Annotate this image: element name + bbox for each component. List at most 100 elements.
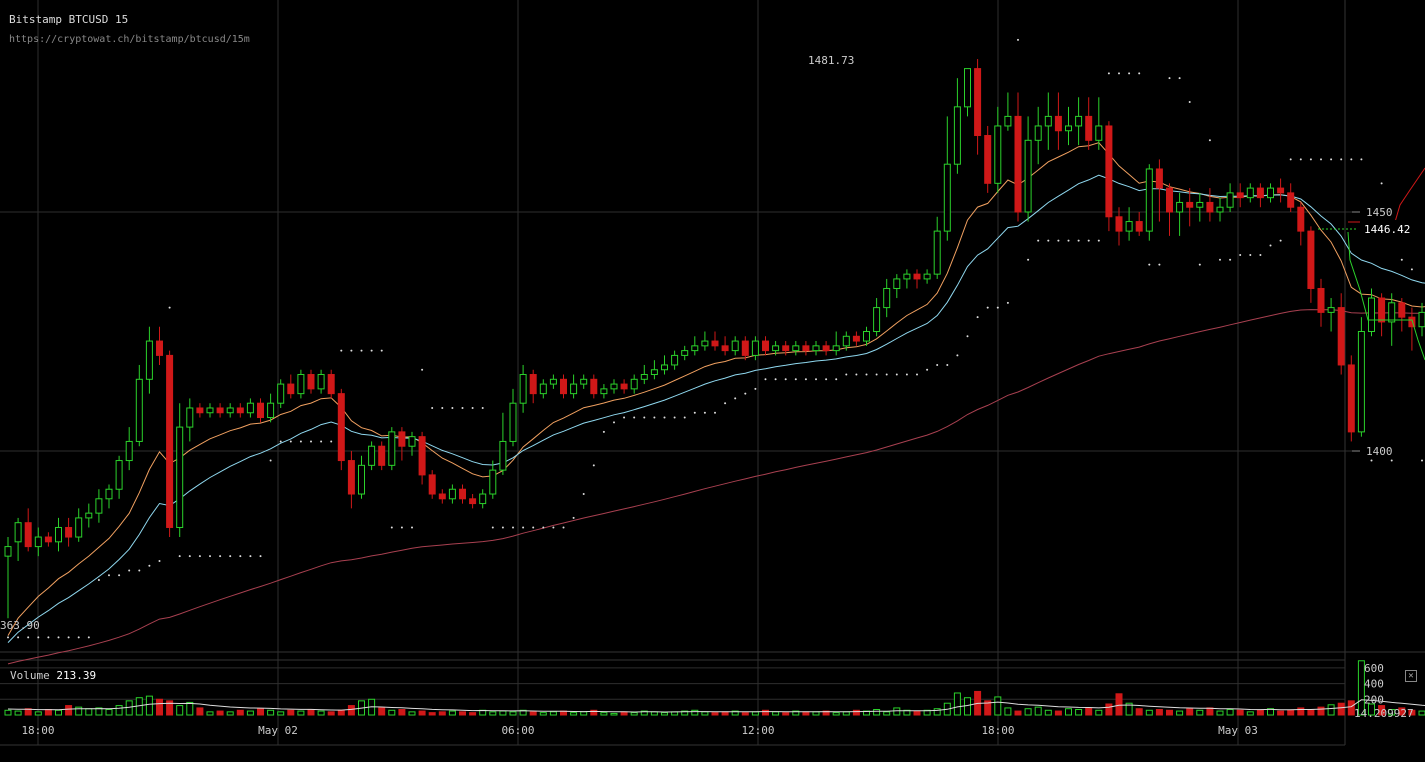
candle-down bbox=[984, 135, 992, 184]
volume-bar bbox=[711, 712, 719, 716]
candle-down bbox=[196, 407, 204, 414]
volume-bar bbox=[893, 707, 901, 716]
candle-down bbox=[236, 407, 244, 414]
candle-down bbox=[620, 383, 628, 390]
psar-dot bbox=[350, 349, 353, 352]
volume-bar bbox=[236, 709, 244, 716]
candle-down bbox=[347, 460, 355, 495]
psar-dot bbox=[522, 526, 525, 529]
psar-dot bbox=[734, 397, 737, 400]
candle-up bbox=[206, 407, 214, 414]
candle-up bbox=[1357, 331, 1365, 433]
psar-dot bbox=[1057, 239, 1060, 242]
candle-down bbox=[762, 340, 769, 352]
y-tick-label: 1450 bbox=[1366, 206, 1393, 219]
candle-up bbox=[1327, 307, 1335, 313]
psar-dot bbox=[754, 387, 757, 390]
psar-dot bbox=[461, 406, 464, 409]
candle-up bbox=[479, 493, 487, 505]
volume-bar bbox=[1307, 709, 1315, 716]
volume-bar bbox=[681, 710, 689, 716]
psar-dot bbox=[562, 526, 565, 529]
psar-dot bbox=[1178, 77, 1181, 80]
candle-down bbox=[166, 354, 174, 528]
chart-url[interactable]: https://cryptowat.ch/bitstamp/btcusd/15m bbox=[9, 34, 250, 45]
candle-up bbox=[115, 460, 123, 490]
candle-up bbox=[994, 125, 1002, 184]
volume-bar bbox=[1216, 710, 1224, 716]
volume-bar bbox=[1145, 709, 1153, 716]
candle-up bbox=[1125, 221, 1133, 232]
volume-bar bbox=[509, 711, 517, 716]
psar-dot bbox=[865, 373, 868, 376]
candle-down bbox=[1236, 192, 1244, 199]
candle-down bbox=[852, 335, 860, 342]
candle-down bbox=[418, 436, 426, 476]
volume-tick-label: 600 bbox=[1364, 662, 1384, 675]
psar-dot bbox=[421, 368, 424, 371]
psar-dot bbox=[1309, 158, 1312, 161]
psar-dot bbox=[724, 402, 727, 405]
candle-down bbox=[1186, 201, 1194, 208]
depth-bid-line bbox=[1347, 231, 1425, 361]
candle-down bbox=[216, 407, 224, 414]
close-icon[interactable]: ✕ bbox=[1405, 670, 1417, 682]
candle-down bbox=[1398, 302, 1406, 318]
volume-bar bbox=[600, 712, 608, 716]
volume-bar bbox=[1317, 706, 1325, 716]
psar-dot bbox=[512, 526, 514, 529]
psar-dot bbox=[976, 316, 979, 319]
candle-up bbox=[842, 335, 850, 347]
candle-down bbox=[1256, 187, 1264, 199]
psar-dot bbox=[7, 636, 9, 639]
psar-dot bbox=[835, 378, 838, 381]
volume-bar bbox=[459, 711, 466, 716]
psar-dot bbox=[895, 373, 898, 376]
volume-bar bbox=[115, 705, 123, 716]
volume-bar bbox=[4, 709, 12, 716]
candle-up bbox=[671, 354, 679, 366]
psar-dot bbox=[219, 555, 222, 558]
volume-bar bbox=[933, 708, 941, 716]
psar-dot bbox=[67, 636, 70, 639]
psar-dot bbox=[299, 440, 302, 443]
psar-dot bbox=[37, 636, 40, 639]
volume-bar bbox=[751, 711, 759, 716]
volume-bar bbox=[1357, 660, 1365, 716]
psar-dot bbox=[916, 373, 918, 376]
volume-bar bbox=[590, 709, 598, 716]
volume-bar bbox=[1125, 702, 1133, 716]
volume-bar bbox=[246, 710, 254, 716]
psar-dot bbox=[77, 636, 80, 639]
candle-up bbox=[1065, 125, 1072, 132]
candle-up bbox=[1216, 206, 1224, 213]
candle-down bbox=[1337, 307, 1345, 366]
volume-bar bbox=[1024, 708, 1032, 716]
candle-up bbox=[893, 278, 901, 289]
volume-bar bbox=[287, 709, 295, 716]
volume-bar bbox=[347, 705, 355, 716]
candle-down bbox=[257, 402, 264, 419]
volume-bar bbox=[327, 711, 335, 716]
psar-dot bbox=[249, 555, 252, 558]
volume-bar bbox=[1004, 707, 1012, 716]
candle-up bbox=[580, 378, 588, 385]
candle-up bbox=[549, 378, 557, 385]
volume-bar bbox=[428, 712, 436, 716]
candle-down bbox=[378, 445, 386, 466]
x-tick-label: May 02 bbox=[258, 724, 298, 737]
psar-dot bbox=[552, 526, 555, 529]
volume-label: Volume 213.39 bbox=[10, 669, 96, 682]
candle-up bbox=[873, 307, 881, 333]
psar-dot bbox=[804, 378, 807, 381]
psar-dot bbox=[1370, 459, 1373, 462]
candle-down bbox=[44, 536, 52, 543]
candle-down bbox=[1115, 216, 1123, 232]
psar-dot bbox=[1138, 72, 1141, 75]
candle-up bbox=[55, 526, 62, 543]
volume-bar bbox=[1297, 707, 1305, 716]
volume-bar bbox=[691, 709, 699, 716]
candle-up bbox=[691, 345, 699, 352]
candle-up bbox=[953, 106, 961, 165]
volume-bar bbox=[852, 709, 860, 716]
